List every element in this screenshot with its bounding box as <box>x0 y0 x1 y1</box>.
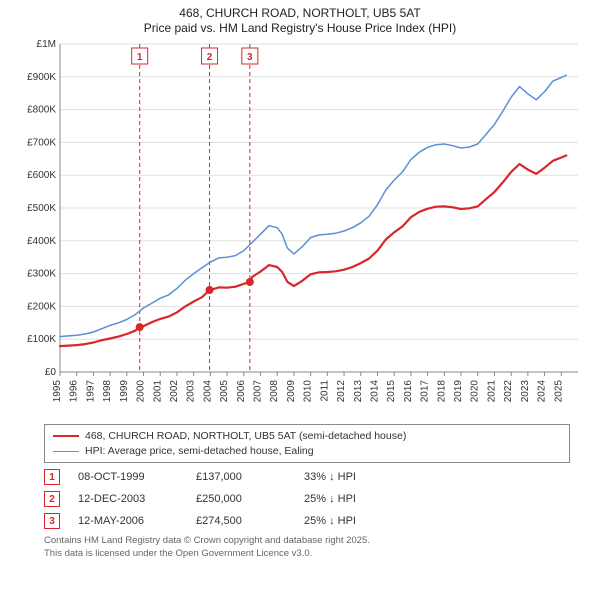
svg-text:2007: 2007 <box>253 380 264 403</box>
footnote: Contains HM Land Registry data © Crown c… <box>44 535 570 560</box>
footnote-line2: This data is licensed under the Open Gov… <box>44 548 570 560</box>
price-chart: £0 £100K £200K £300K £400K £500K £600K £700K £80… <box>10 38 590 418</box>
event-delta: 25% ↓ HPI <box>304 515 404 527</box>
event-date: 12-DEC-2003 <box>78 493 178 505</box>
chart-title-block: 468, CHURCH ROAD, NORTHOLT, UB5 5AT Pric… <box>0 0 600 38</box>
svg-text:1997: 1997 <box>85 380 96 403</box>
svg-text:2021: 2021 <box>486 380 497 403</box>
event-date: 12-MAY-2006 <box>78 515 178 527</box>
svg-text:1996: 1996 <box>69 380 80 403</box>
svg-text:2000: 2000 <box>136 380 147 403</box>
event-delta: 33% ↓ HPI <box>304 471 404 483</box>
events-table: 1 08-OCT-1999 £137,000 33% ↓ HPI 2 12-DEC-200… <box>44 469 570 529</box>
svg-text:2020: 2020 <box>470 380 481 403</box>
chart-title-line1: 468, CHURCH ROAD, NORTHOLT, UB5 5AT <box>4 6 596 21</box>
svg-text:1995: 1995 <box>52 380 63 403</box>
svg-text:2008: 2008 <box>269 380 280 403</box>
event-row: 3 12-MAY-2006 £274,500 25% ↓ HPI <box>44 513 570 529</box>
event-price: £137,000 <box>196 471 286 483</box>
svg-text:2014: 2014 <box>369 380 380 403</box>
legend-row: 468, CHURCH ROAD, NORTHOLT, UB5 5AT (sem… <box>53 429 561 444</box>
svg-text:£700K: £700K <box>27 137 56 148</box>
event-badge: 2 <box>44 491 60 507</box>
svg-text:2004: 2004 <box>202 380 213 403</box>
svg-text:2001: 2001 <box>152 380 163 403</box>
legend-swatch <box>53 451 79 452</box>
svg-text:2024: 2024 <box>537 380 548 403</box>
svg-text:2013: 2013 <box>353 380 364 403</box>
event-price: £274,500 <box>196 515 286 527</box>
svg-text:£600K: £600K <box>27 170 56 181</box>
svg-text:1: 1 <box>137 52 143 63</box>
svg-text:2016: 2016 <box>403 380 414 403</box>
svg-text:2006: 2006 <box>236 380 247 403</box>
svg-text:2002: 2002 <box>169 380 180 403</box>
svg-text:£500K: £500K <box>27 203 56 214</box>
legend-row: HPI: Average price, semi-detached house,… <box>53 444 561 459</box>
svg-text:£0: £0 <box>45 367 57 378</box>
svg-text:2019: 2019 <box>453 380 464 403</box>
svg-text:2017: 2017 <box>420 380 431 403</box>
svg-text:2011: 2011 <box>319 380 330 402</box>
event-row: 1 08-OCT-1999 £137,000 33% ↓ HPI <box>44 469 570 485</box>
legend-label: HPI: Average price, semi-detached house,… <box>85 444 314 459</box>
svg-text:£1M: £1M <box>37 39 56 50</box>
svg-text:£200K: £200K <box>27 301 56 312</box>
event-badge: 1 <box>44 469 60 485</box>
svg-text:2009: 2009 <box>286 380 297 403</box>
svg-text:1999: 1999 <box>119 380 130 403</box>
svg-text:£400K: £400K <box>27 236 56 247</box>
svg-text:2012: 2012 <box>336 380 347 403</box>
legend-label: 468, CHURCH ROAD, NORTHOLT, UB5 5AT (sem… <box>85 429 406 444</box>
legend: 468, CHURCH ROAD, NORTHOLT, UB5 5AT (sem… <box>44 424 570 463</box>
svg-text:2010: 2010 <box>303 380 314 403</box>
event-badge: 3 <box>44 513 60 529</box>
svg-text:2025: 2025 <box>553 380 564 403</box>
svg-text:2022: 2022 <box>503 380 514 403</box>
svg-text:£300K: £300K <box>27 269 56 280</box>
chart-svg: £0 £100K £200K £300K £400K £500K £600K £700K £80… <box>10 38 590 418</box>
svg-text:1998: 1998 <box>102 380 113 403</box>
legend-swatch <box>53 435 79 437</box>
event-delta: 25% ↓ HPI <box>304 493 404 505</box>
svg-text:£100K: £100K <box>27 334 56 345</box>
svg-text:2003: 2003 <box>186 380 197 403</box>
event-row: 2 12-DEC-2003 £250,000 25% ↓ HPI <box>44 491 570 507</box>
svg-text:£800K: £800K <box>27 105 56 116</box>
svg-text:2005: 2005 <box>219 380 230 403</box>
chart-title-line2: Price paid vs. HM Land Registry's House … <box>4 21 596 36</box>
svg-text:3: 3 <box>247 52 253 63</box>
svg-text:2015: 2015 <box>386 380 397 403</box>
event-date: 08-OCT-1999 <box>78 471 178 483</box>
footnote-line1: Contains HM Land Registry data © Crown c… <box>44 535 570 547</box>
svg-text:2023: 2023 <box>520 380 531 403</box>
svg-text:£900K: £900K <box>27 72 56 83</box>
svg-text:2018: 2018 <box>436 380 447 403</box>
event-price: £250,000 <box>196 493 286 505</box>
svg-text:2: 2 <box>207 52 213 63</box>
